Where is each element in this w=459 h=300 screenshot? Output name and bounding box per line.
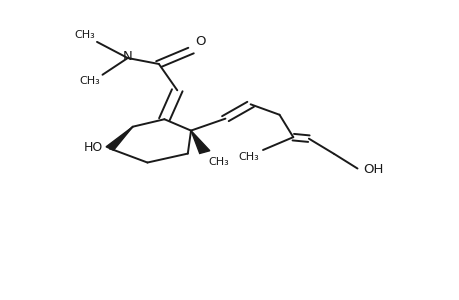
Text: N: N [123, 50, 132, 63]
Text: HO: HO [84, 140, 103, 154]
Polygon shape [106, 127, 133, 150]
Text: CH₃: CH₃ [208, 157, 229, 166]
Polygon shape [190, 130, 209, 154]
Text: O: O [195, 34, 206, 48]
Text: CH₃: CH₃ [238, 152, 259, 162]
Text: OH: OH [362, 163, 382, 176]
Text: CH₃: CH₃ [79, 76, 100, 86]
Text: CH₃: CH₃ [74, 30, 95, 40]
